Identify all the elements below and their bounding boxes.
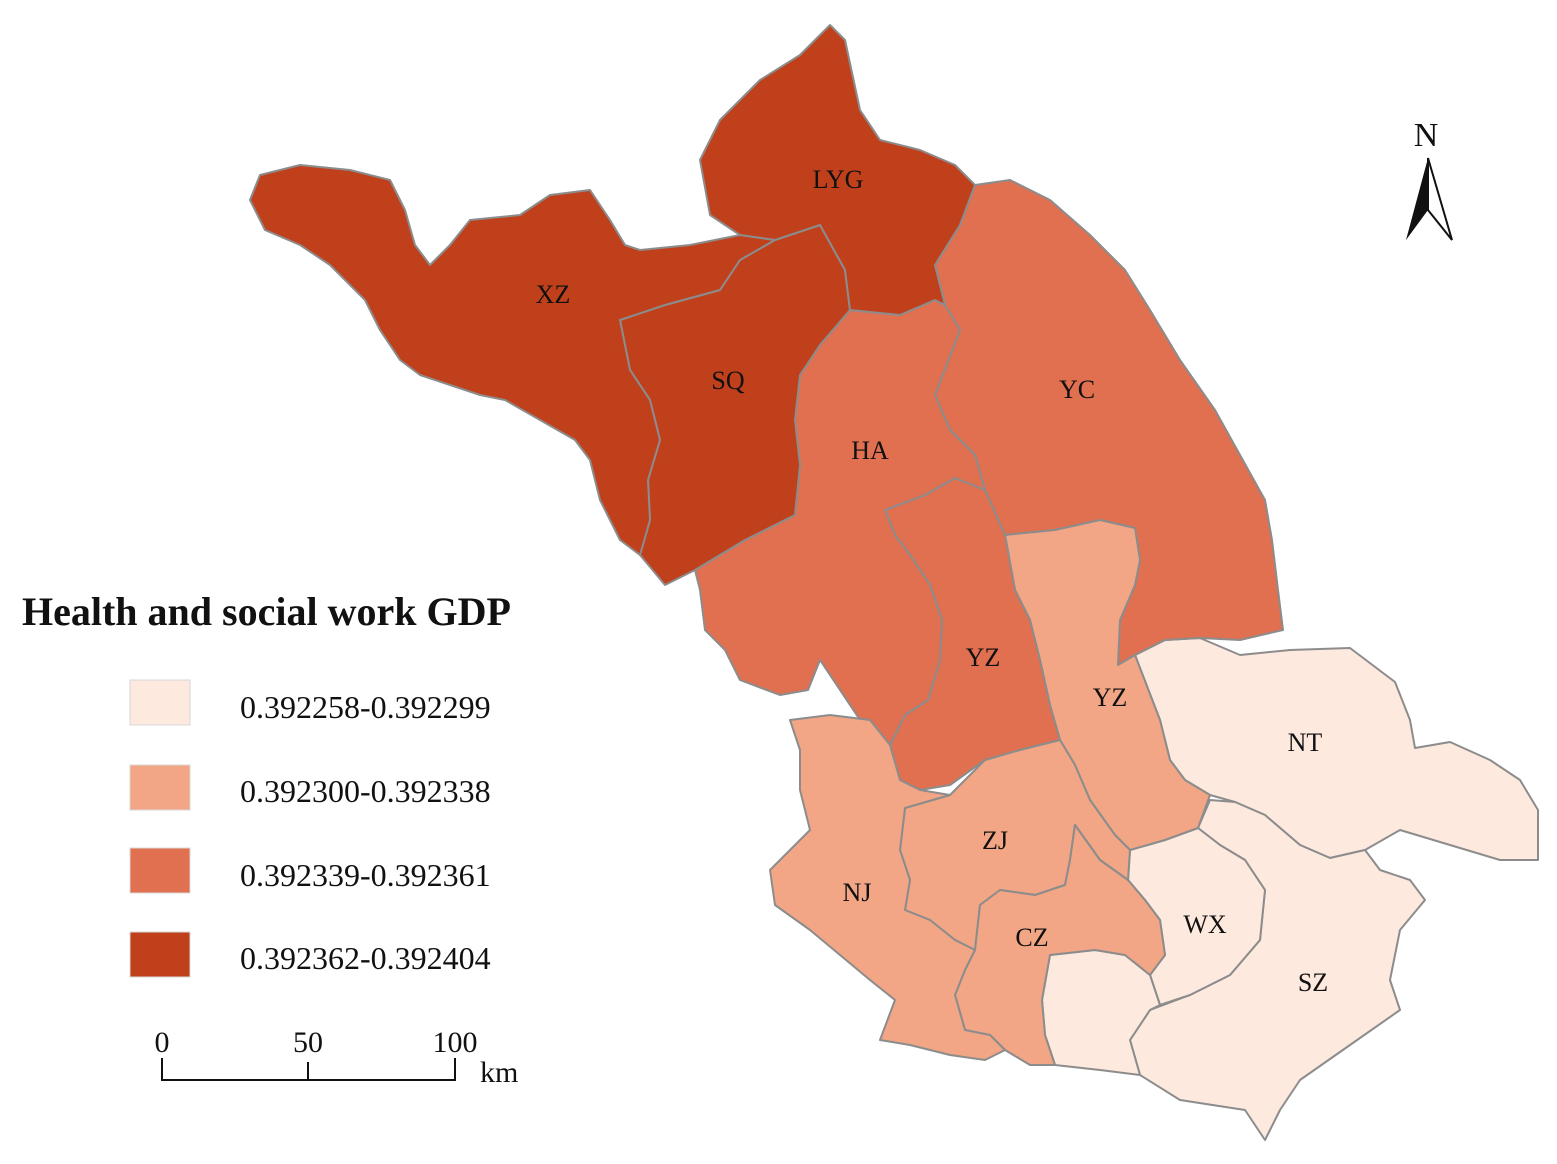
legend-swatch bbox=[129, 764, 191, 811]
region-label: CZ bbox=[1015, 923, 1048, 952]
legend-label: 0.392339-0.392361 bbox=[240, 857, 491, 893]
legend: Health and social work GDP 0.392258-0.39… bbox=[22, 589, 511, 978]
region-cz[interactable] bbox=[954, 824, 1166, 1066]
legend-swatch bbox=[129, 847, 191, 894]
north-arrow: N bbox=[1406, 117, 1453, 241]
north-arrow-icon bbox=[1406, 157, 1453, 241]
region-nj[interactable] bbox=[769, 714, 1006, 1061]
scale-tick-label: 0 bbox=[155, 1026, 170, 1059]
region-label: YZ bbox=[966, 643, 1001, 672]
north-label: N bbox=[1414, 117, 1439, 154]
region-label: SZ bbox=[1298, 968, 1328, 997]
legend-label: 0.392300-0.392338 bbox=[240, 773, 491, 809]
region-labels: XZ LYG SQ YC HA YZ YZ NT ZJ NJ CZ WX SZ bbox=[536, 165, 1329, 997]
scale-tick-label: 100 bbox=[433, 1026, 478, 1059]
scale-bar: 0 50 100 km bbox=[155, 1026, 519, 1089]
region-xz[interactable] bbox=[249, 164, 776, 556]
legend-label: 0.392362-0.392404 bbox=[240, 940, 491, 976]
region-label: YZ bbox=[1093, 683, 1128, 712]
region-label: YC bbox=[1059, 375, 1095, 404]
region-label: ZJ bbox=[982, 826, 1008, 855]
region-nt[interactable] bbox=[1134, 637, 1539, 861]
region-label: WX bbox=[1183, 910, 1227, 939]
legend-title: Health and social work GDP bbox=[22, 589, 511, 634]
region-label: LYG bbox=[813, 165, 864, 194]
regions-layer bbox=[249, 24, 1539, 1141]
legend-label: 0.392258-0.392299 bbox=[240, 689, 491, 725]
scale-tick-label: 50 bbox=[293, 1026, 323, 1059]
legend-swatch bbox=[129, 931, 191, 978]
scale-bar-line bbox=[161, 1058, 456, 1081]
region-label: XZ bbox=[536, 280, 571, 309]
region-label: NT bbox=[1288, 728, 1323, 757]
region-label: HA bbox=[851, 436, 889, 465]
region-lyg[interactable] bbox=[699, 24, 976, 316]
scale-unit: km bbox=[480, 1056, 518, 1089]
region-label: SQ bbox=[711, 366, 744, 395]
region-label: NJ bbox=[843, 878, 872, 907]
legend-swatch bbox=[129, 679, 191, 726]
